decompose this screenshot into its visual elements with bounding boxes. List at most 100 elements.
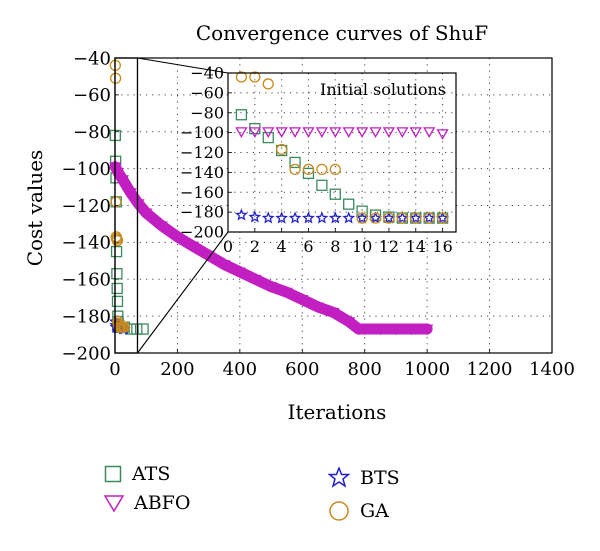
inset-data-point-abfo bbox=[396, 127, 409, 138]
legend-label-bts: BTS bbox=[360, 467, 400, 489]
legend-item-ats: ATS bbox=[104, 463, 170, 485]
main-data-point-abfo bbox=[202, 250, 215, 262]
inset-data-point-bts bbox=[315, 211, 329, 224]
inset-y-tick-label: −80 bbox=[190, 103, 224, 122]
inset-data-point-bts bbox=[302, 211, 315, 224]
main-y-tick-label: −60 bbox=[73, 85, 111, 106]
inset-data-point-abfo bbox=[248, 127, 261, 138]
inset-x-tick-label: 14 bbox=[406, 237, 426, 256]
inset-data-point-abfo bbox=[369, 127, 382, 138]
inset-data-point-ga bbox=[289, 163, 301, 176]
square-marker-icon bbox=[104, 465, 122, 483]
chart-title: Convergence curves of ShuF bbox=[196, 21, 488, 45]
inset-y-tick-label: −200 bbox=[180, 223, 224, 242]
inset-data-point-abfo bbox=[409, 127, 422, 138]
main-x-tick-label: 200 bbox=[160, 359, 194, 380]
inset-data-point-bts bbox=[355, 211, 369, 224]
inset-y-tick-label: −180 bbox=[180, 203, 224, 222]
inset-x-tick-label: 0 bbox=[223, 237, 233, 256]
main-series-abfo bbox=[109, 161, 434, 336]
main-abfo-dense-band bbox=[109, 161, 433, 335]
inset-series-bts bbox=[235, 208, 449, 224]
main-y-tick-label: −140 bbox=[62, 233, 111, 254]
inset-data-point-bts bbox=[369, 211, 382, 224]
inset-data-point-ga bbox=[356, 212, 368, 224]
inset-data-point-ats bbox=[289, 156, 301, 169]
main-data-point-abfo bbox=[352, 324, 365, 336]
inset-data-point-abfo bbox=[423, 127, 436, 138]
legend-item-abfo: ABFO bbox=[104, 492, 190, 514]
legend-item-ga: GA bbox=[328, 500, 389, 522]
inset-data-point-ga bbox=[302, 163, 315, 176]
zoom-connector-bottom bbox=[137, 231, 229, 354]
main-y-tick-label: −160 bbox=[62, 270, 111, 291]
main-x-tick-label: 1000 bbox=[404, 359, 450, 380]
main-data-point-abfo bbox=[132, 199, 145, 210]
main-data-point-abfo bbox=[405, 324, 418, 336]
main-data-point-abfo bbox=[342, 317, 356, 328]
inset-data-point-ats bbox=[356, 205, 368, 217]
main-x-tick-label: 1200 bbox=[467, 359, 513, 380]
inset-data-point-bts bbox=[436, 211, 449, 224]
main-data-point-abfo bbox=[171, 232, 184, 244]
main-data-point-abfo bbox=[124, 188, 137, 199]
inset-data-point-ga bbox=[235, 71, 248, 83]
inset-data-point-abfo bbox=[288, 127, 302, 138]
inset-data-point-ga bbox=[423, 212, 435, 224]
circle-marker-icon bbox=[329, 501, 349, 521]
main-x-tick-label: 0 bbox=[109, 359, 120, 380]
inset-y-tick-label: −100 bbox=[180, 123, 224, 142]
inset-data-point-bts bbox=[409, 211, 423, 224]
main-y-tick-label: −200 bbox=[62, 343, 111, 364]
inset-data-point-ats bbox=[329, 188, 341, 200]
inset-data-point-bts bbox=[288, 211, 302, 224]
inset-series-ga bbox=[235, 71, 449, 224]
inset-panel: 0 2 4 6 8 10 12 14 16 −40−60−80−100−120−140−160−1… bbox=[180, 64, 457, 256]
inset-data-point-ga bbox=[275, 143, 288, 156]
inset-data-point-ats bbox=[316, 179, 328, 191]
inset-plot-frame bbox=[227, 72, 457, 233]
main-y-tick-label: −40 bbox=[73, 48, 111, 69]
inset-x-tick-label: 4 bbox=[277, 237, 287, 256]
inset-data-point-ga bbox=[249, 71, 261, 83]
main-x-tick-label: 800 bbox=[348, 359, 382, 380]
inset-data-point-abfo bbox=[382, 127, 396, 138]
legend-label-ga: GA bbox=[360, 500, 389, 522]
inset-data-point-abfo bbox=[275, 127, 288, 138]
inset-data-point-ats bbox=[302, 167, 315, 180]
inset-y-tick-label: −40 bbox=[190, 64, 224, 83]
x-axis-label: Iterations bbox=[288, 400, 387, 424]
inset-data-point-bts bbox=[235, 208, 248, 221]
main-data-point-abfo bbox=[116, 175, 129, 186]
inset-data-point-abfo bbox=[315, 127, 329, 138]
inset-x-tick-label: 6 bbox=[303, 237, 313, 256]
inset-data-point-ga bbox=[262, 78, 274, 90]
legend-label-abfo: ABFO bbox=[134, 492, 191, 514]
y-axis-label: Cost values bbox=[23, 150, 47, 267]
inset-data-point-ats bbox=[343, 198, 355, 210]
main-data-point-abfo bbox=[249, 274, 262, 286]
inset-data-point-ga bbox=[316, 163, 328, 176]
inset-data-point-ga bbox=[369, 212, 382, 224]
inset-y-tick-label: −140 bbox=[180, 163, 224, 182]
inset-data-point-abfo bbox=[355, 127, 369, 138]
main-data-point-abfo bbox=[327, 308, 340, 319]
main-data-point-abfo bbox=[421, 324, 434, 336]
inset-y-tick-label: −60 bbox=[190, 83, 224, 102]
main-data-point-abfo bbox=[311, 302, 325, 314]
main-data-point-ats bbox=[111, 282, 123, 295]
inset-data-point-bts bbox=[382, 211, 396, 224]
inset-x-tick-label: 2 bbox=[250, 237, 260, 256]
inset-data-point-bts bbox=[261, 211, 275, 224]
main-data-point-abfo bbox=[233, 267, 246, 279]
main-data-point-abfo bbox=[280, 287, 293, 299]
inset-data-point-bts bbox=[395, 211, 409, 224]
inset-data-point-abfo bbox=[329, 127, 342, 138]
main-data-point-ats bbox=[111, 295, 124, 308]
inset-data-point-bts bbox=[328, 211, 342, 224]
main-data-point-ga bbox=[110, 196, 122, 208]
inset-data-point-bts bbox=[342, 211, 356, 224]
inset-x-tick-label: 12 bbox=[379, 237, 399, 256]
